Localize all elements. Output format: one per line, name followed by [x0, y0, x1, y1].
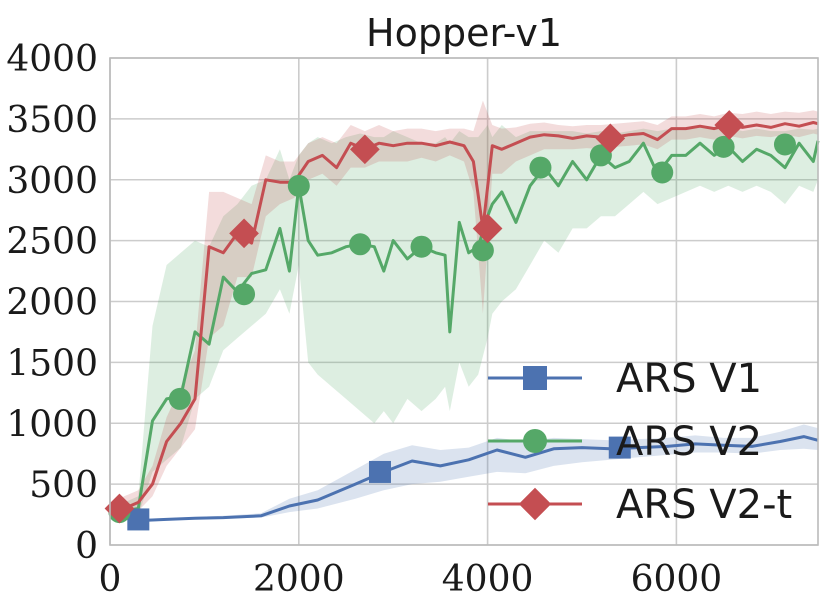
legend-label: ARS V1 [616, 356, 762, 402]
y-tick-label: 3500 [6, 100, 98, 141]
circle-marker [349, 233, 372, 256]
diamond-marker [104, 493, 135, 524]
series-line [109, 121, 819, 514]
legend-label: ARS V2 [616, 419, 762, 465]
series-markers [104, 110, 796, 531]
legend-label: ARS V2-t [616, 482, 792, 528]
y-tick-label: 1000 [6, 404, 98, 445]
y-tick-label: 1500 [6, 343, 98, 384]
square-marker [608, 436, 631, 459]
circle-marker [589, 144, 612, 167]
circle-marker [168, 387, 191, 410]
y-tick-label: 3000 [6, 161, 98, 202]
y-tick-label: 2500 [6, 222, 98, 263]
confidence-bands [110, 100, 819, 522]
axes-frame [109, 57, 819, 546]
circle-marker [287, 174, 310, 197]
circle-marker [712, 135, 735, 158]
diamond-marker [350, 134, 380, 165]
circle-marker [523, 429, 547, 453]
circle-marker [651, 161, 674, 184]
series-line [138, 435, 819, 523]
circle-marker [773, 133, 796, 156]
circle-marker [233, 283, 256, 306]
square-marker [523, 366, 547, 390]
diamond-marker [714, 110, 745, 140]
plot-frame [109, 57, 819, 546]
y-tick-label: 2000 [6, 283, 98, 324]
diamond-marker [518, 487, 552, 521]
legend: ARS V1 ARS V2 ARS V2-t [488, 356, 792, 528]
x-tick-labels: 0 2000 4000 6000 [99, 559, 723, 600]
confidence-band [110, 125, 818, 519]
y-tick-labels: 0 500 1000 1500 2000 2500 3000 3500 4000 [6, 39, 98, 567]
x-tick-label: 0 [99, 559, 122, 600]
circle-marker [410, 235, 433, 258]
x-tick-label: 4000 [442, 559, 534, 600]
diamond-marker [229, 218, 259, 249]
y-tick-label: 500 [29, 465, 98, 506]
diamond-marker [472, 213, 503, 244]
confidence-band [138, 424, 819, 522]
chart-title: Hopper-v1 [366, 11, 562, 55]
square-marker [368, 460, 391, 483]
circle-marker [471, 239, 494, 262]
diamond-marker [595, 123, 626, 154]
circle-marker [529, 156, 552, 179]
x-tick-label: 2000 [253, 559, 345, 600]
y-tick-label: 4000 [6, 39, 98, 80]
x-tick-label: 6000 [631, 559, 723, 600]
square-marker [127, 508, 150, 531]
y-tick-label: 0 [75, 526, 98, 567]
